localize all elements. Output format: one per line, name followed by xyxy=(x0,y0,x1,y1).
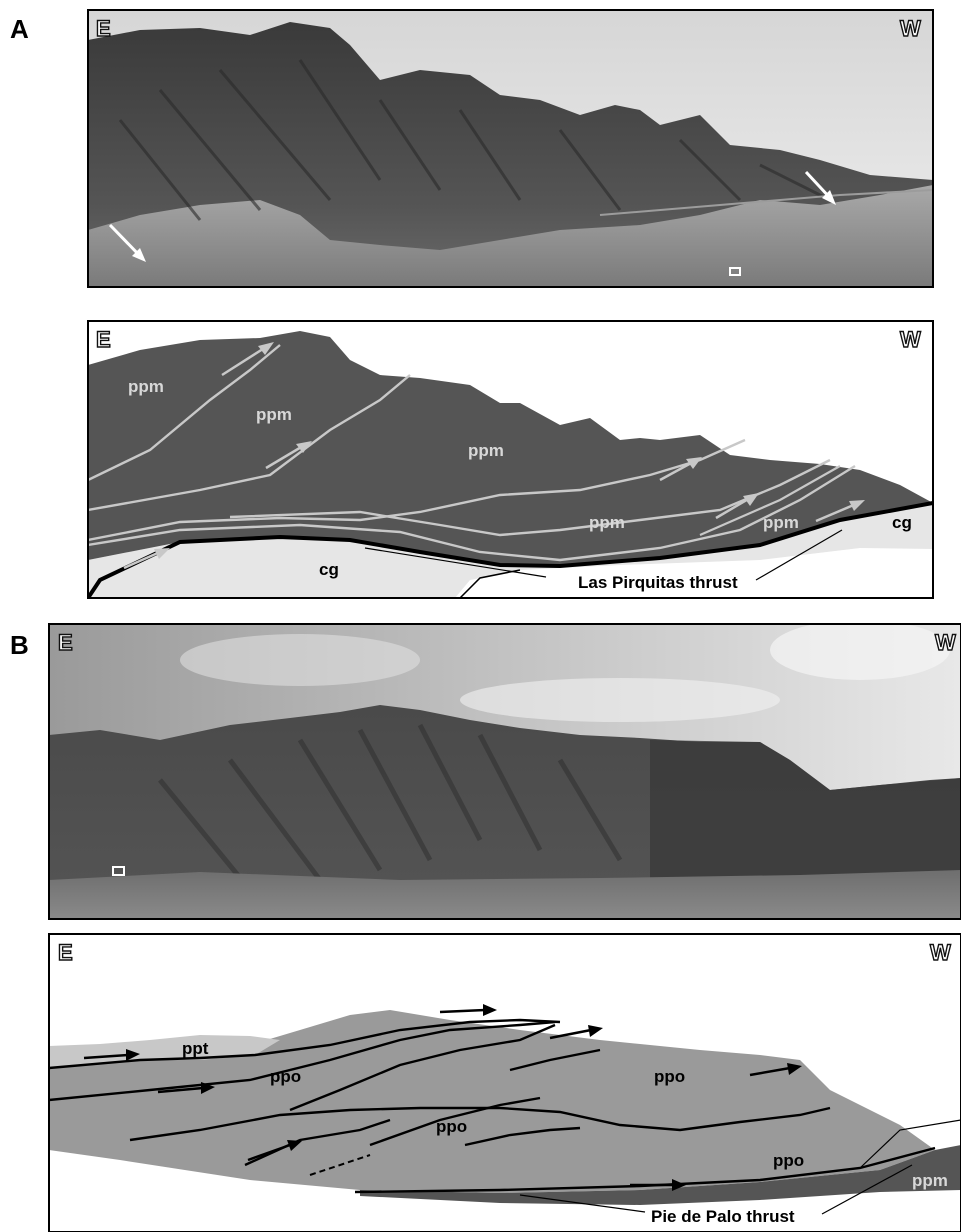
ppt-unit xyxy=(49,1035,280,1068)
unit-label: cg xyxy=(892,513,912,532)
orient-w-sketch-a: W xyxy=(900,327,921,352)
ppm-sliver-b xyxy=(360,1145,961,1205)
orient-e-sketch-b: E xyxy=(58,940,73,965)
unit-label: ppm xyxy=(128,377,164,396)
unit-label: ppo xyxy=(436,1117,467,1136)
slip-arrows-b xyxy=(83,1004,802,1191)
unit-label: ppm xyxy=(256,405,292,424)
unit-label: ppo xyxy=(654,1067,685,1086)
photo-a xyxy=(88,10,933,287)
orient-w-photo-b: W xyxy=(935,630,956,655)
unit-label: ppo xyxy=(270,1067,301,1086)
orient-e-sketch-a: E xyxy=(96,327,111,352)
sketch-b xyxy=(49,934,961,1232)
slip-arrows-a xyxy=(123,342,865,570)
ppm-unit xyxy=(88,331,933,566)
unit-label: ppt xyxy=(182,1039,209,1058)
thrust-label-a: Las Pirquitas thrust xyxy=(578,573,738,592)
fault-lines-b xyxy=(49,1018,936,1194)
sketch-a xyxy=(88,321,933,598)
panel-letter-a: A xyxy=(10,14,29,44)
orient-w-sketch-b: W xyxy=(930,940,951,965)
panel-letter-b: B xyxy=(10,630,29,660)
scale-box-photo-b xyxy=(112,866,125,876)
orient-e-photo-b: E xyxy=(58,630,73,655)
unit-label: ppo xyxy=(773,1151,804,1170)
unit-label: ppm xyxy=(468,441,504,460)
orient-w-photo-a: W xyxy=(900,16,921,41)
unit-label: ppm xyxy=(912,1171,948,1190)
unit-label: ppm xyxy=(589,513,625,532)
unit-label: ppm xyxy=(763,513,799,532)
scale-box-photo-a xyxy=(729,267,741,276)
ppo-unit xyxy=(49,1010,935,1193)
unit-label: cg xyxy=(319,560,339,579)
thrust-label-b: Pie de Palo thrust xyxy=(651,1207,795,1226)
orient-e-photo-a: E xyxy=(96,16,111,41)
cg-unit-lower xyxy=(88,503,933,598)
photo-b xyxy=(49,624,961,919)
